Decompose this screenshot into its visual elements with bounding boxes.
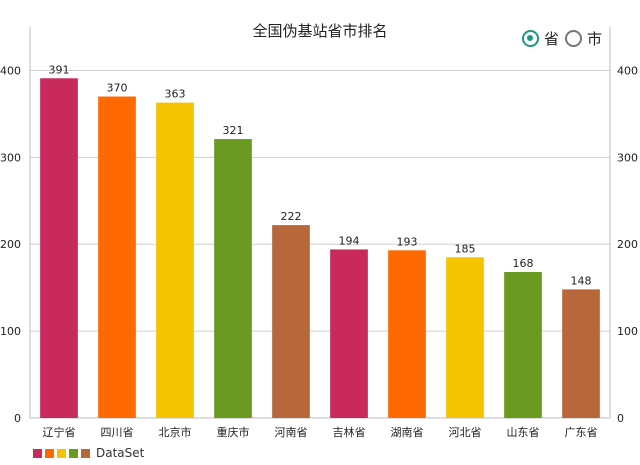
bar: [562, 289, 600, 418]
x-tick-label: 吉林省: [333, 425, 366, 439]
province-city-toggle: 省 市: [522, 28, 608, 49]
legend-swatch: [69, 448, 78, 458]
data-label: 363: [165, 88, 186, 101]
y-tick-label-right: 300: [617, 151, 638, 164]
data-label: 370: [107, 82, 128, 95]
y-tick-label-right: 400: [617, 64, 638, 77]
x-tick-label: 辽宁省: [43, 425, 76, 439]
data-label: 148: [571, 274, 592, 287]
y-tick-label-left: 100: [0, 325, 21, 338]
bar: [156, 102, 194, 419]
legend-swatch: [33, 448, 42, 458]
x-tick-label: 广东省: [565, 426, 598, 439]
y-tick-label-right: 0: [617, 412, 624, 425]
bar: [214, 139, 252, 418]
x-tick-label: 重庆市: [217, 425, 250, 439]
data-label: 185: [455, 242, 476, 255]
bar: [272, 225, 310, 418]
x-tick-label: 河南省: [275, 426, 308, 439]
bar: [98, 96, 136, 418]
bar: [40, 78, 78, 419]
bar: [330, 249, 368, 418]
x-tick-label: 山东省: [507, 426, 540, 439]
x-tick-label: 四川省: [101, 426, 134, 439]
data-label: 168: [513, 257, 534, 270]
legend: DataSet: [33, 446, 144, 460]
bar: [446, 257, 484, 418]
data-label: 321: [223, 124, 244, 137]
radio-city[interactable]: [565, 30, 583, 47]
y-tick-label-left: 300: [0, 151, 21, 164]
bar: [504, 272, 542, 418]
radio-province-label[interactable]: 省: [544, 30, 560, 48]
y-tick-label-left: 0: [14, 412, 21, 425]
data-label: 194: [339, 234, 360, 247]
y-tick-label-right: 200: [617, 238, 638, 251]
y-tick-label-right: 100: [617, 325, 638, 338]
x-tick-label: 湖南省: [391, 426, 424, 439]
x-tick-label: 河北省: [449, 426, 482, 439]
data-label: 391: [49, 63, 70, 76]
radio-city-label[interactable]: 市: [587, 30, 603, 48]
legend-swatch: [57, 448, 66, 458]
data-label: 193: [397, 235, 418, 248]
radio-province[interactable]: [522, 30, 539, 47]
bar: [388, 250, 426, 418]
y-tick-label-left: 400: [0, 64, 21, 77]
legend-swatch: [81, 448, 90, 458]
legend-label: DataSet: [96, 446, 145, 460]
chart-title: 全国伪基站省市排名: [252, 22, 388, 40]
y-tick-label-left: 200: [0, 238, 21, 251]
legend-swatch: [45, 448, 54, 458]
data-label: 222: [281, 210, 302, 223]
x-tick-label: 北京市: [159, 425, 192, 439]
